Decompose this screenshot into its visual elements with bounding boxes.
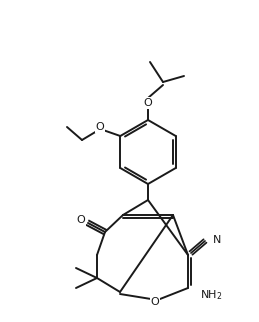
Text: O: O xyxy=(77,215,85,225)
Text: NH$_2$: NH$_2$ xyxy=(200,288,222,302)
Text: O: O xyxy=(144,98,152,108)
Text: O: O xyxy=(151,297,159,307)
Text: O: O xyxy=(96,122,104,132)
Text: N: N xyxy=(213,235,221,245)
